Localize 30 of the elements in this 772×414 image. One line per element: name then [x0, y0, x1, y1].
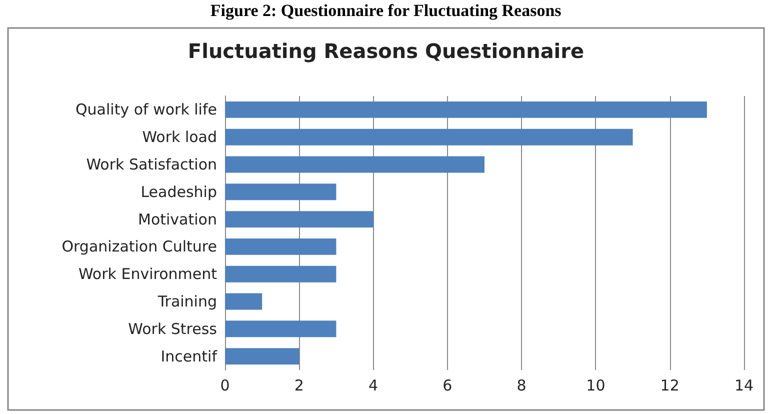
- bar: [225, 184, 336, 200]
- bar: [225, 238, 336, 255]
- x-tick-label: 2: [294, 376, 304, 394]
- y-tick-label: Work Environment: [78, 265, 218, 284]
- bar: [225, 293, 262, 310]
- bar: [225, 156, 484, 173]
- caption: Figure 2: Questionnaire for Fluctuating Reasons: [210, 1, 562, 20]
- y-tick-label: Incentif: [160, 347, 218, 366]
- bar: [225, 320, 336, 338]
- y-tick-label: Work Satisfaction: [86, 156, 217, 174]
- x-tick-label: 12: [660, 376, 680, 394]
- chart-title: Fluctuating Reasons Questionnaire: [188, 39, 584, 63]
- x-tick-label: 0: [220, 376, 230, 394]
- x-tick-label: 6: [442, 376, 452, 394]
- y-tick-label: Organization Culture: [62, 238, 217, 256]
- y-tick-label: Work load: [142, 128, 217, 146]
- y-tick-label: Quality of work life: [75, 100, 217, 119]
- x-tick-label: 10: [586, 376, 606, 394]
- bar: [225, 211, 374, 228]
- x-tick-label: 4: [368, 376, 378, 394]
- bar: [225, 348, 300, 365]
- y-tick-label: Training: [156, 292, 217, 310]
- y-tick-label: Motivation: [138, 210, 217, 228]
- y-tick-label: Leadeship: [140, 182, 217, 201]
- y-tick-label: Work Stress: [128, 320, 218, 338]
- bar: [225, 266, 336, 282]
- bar: [225, 128, 633, 146]
- bar: [225, 101, 707, 118]
- x-tick-label: 14: [734, 376, 754, 394]
- x-tick-label: 8: [516, 376, 526, 394]
